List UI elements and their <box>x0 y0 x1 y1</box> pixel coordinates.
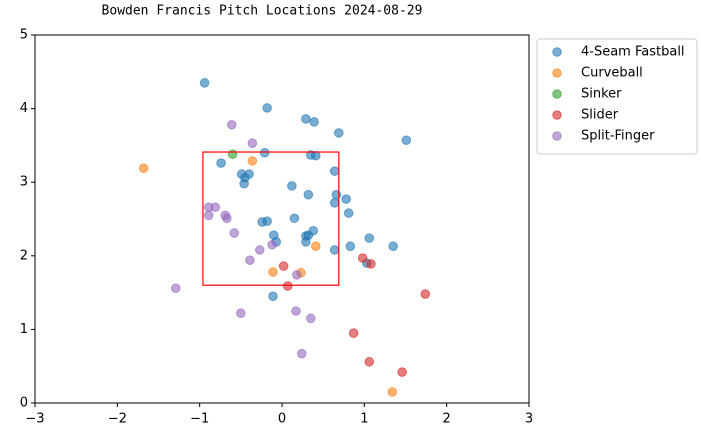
pitch-point <box>309 117 319 127</box>
legend-label: Split-Finger <box>581 129 655 144</box>
y-tick-label: 4 <box>20 101 28 116</box>
pitch-point <box>348 328 359 338</box>
pitch-point <box>357 253 368 263</box>
legend-label: Sinker <box>581 87 622 102</box>
pitch-point <box>267 239 277 250</box>
pitch-point <box>268 291 278 302</box>
legend-marker <box>552 89 562 99</box>
pitch-point <box>420 289 431 299</box>
pitch-point <box>268 267 278 277</box>
x-tick-label: −2 <box>108 412 127 427</box>
x-tick-label: 0 <box>278 412 286 427</box>
pitch-point <box>301 237 311 247</box>
pitch-point <box>229 228 240 238</box>
pitch-point <box>306 313 316 324</box>
pitch-point <box>287 181 297 191</box>
legend-marker <box>552 131 562 141</box>
y-tick-label: 2 <box>20 248 28 263</box>
pitch-point <box>301 114 311 124</box>
pitch-point <box>291 306 301 316</box>
pitch-point <box>366 259 376 269</box>
pitch-point <box>138 163 149 174</box>
chart-title: Bowden Francis Pitch Locations 2024-08-2… <box>102 4 423 19</box>
legend-box <box>536 38 698 155</box>
pitch-point <box>222 213 232 224</box>
pitch-point <box>345 241 356 252</box>
pitch-point <box>245 255 255 266</box>
pitch-point <box>236 308 246 319</box>
strike-zone <box>202 151 340 286</box>
pitch-point <box>303 189 314 200</box>
pitch-point <box>310 241 321 252</box>
pitch-point <box>364 356 375 367</box>
legend-marker <box>552 47 562 57</box>
pitch-point <box>387 387 398 397</box>
pitch-point <box>247 156 258 166</box>
pitch-point <box>289 213 300 224</box>
x-tick-label: 2 <box>443 412 451 427</box>
pitch-point <box>397 367 408 377</box>
y-tick-label: 0 <box>20 396 28 411</box>
pitch-point <box>239 178 249 189</box>
y-tick-label: 3 <box>20 175 28 190</box>
legend-label: 4-Seam Fastball <box>581 45 685 60</box>
pitch-point <box>254 245 265 255</box>
pitch-point <box>203 210 214 221</box>
x-tick-label: 3 <box>525 412 533 427</box>
pitch-point <box>364 233 375 243</box>
pitch-point <box>259 147 270 158</box>
pitch-point <box>278 261 289 271</box>
pitch-point <box>401 135 412 146</box>
y-tick-label: 5 <box>20 28 28 43</box>
pitch-point <box>247 138 258 148</box>
plot-frame <box>34 34 530 404</box>
pitch-point <box>329 245 340 255</box>
x-tick-label: 1 <box>360 412 368 427</box>
y-tick-label: 1 <box>20 322 28 337</box>
pitch-point <box>257 217 268 227</box>
legend-label: Slider <box>581 108 619 123</box>
pitch-point <box>329 198 340 208</box>
pitch-point <box>226 119 237 130</box>
pitch-point <box>199 78 210 88</box>
pitch-point <box>216 158 226 168</box>
pitch-point <box>292 270 302 280</box>
pitch-point <box>343 208 354 218</box>
pitch-point <box>341 194 352 204</box>
pitch-point <box>296 348 307 359</box>
pitch-point <box>210 202 221 213</box>
pitch-point <box>310 150 321 161</box>
pitch-point <box>262 103 272 113</box>
pitch-point <box>388 241 398 252</box>
x-tick-label: −1 <box>190 412 209 427</box>
pitch-point <box>170 283 181 293</box>
pitch-point <box>227 149 238 160</box>
pitch-point <box>282 281 293 291</box>
x-tick-label: −3 <box>25 412 44 427</box>
legend-marker <box>552 110 562 120</box>
legend-label: Curveball <box>581 66 643 81</box>
pitch-point <box>334 128 344 138</box>
legend-marker <box>552 68 562 78</box>
pitch-point <box>329 166 340 176</box>
